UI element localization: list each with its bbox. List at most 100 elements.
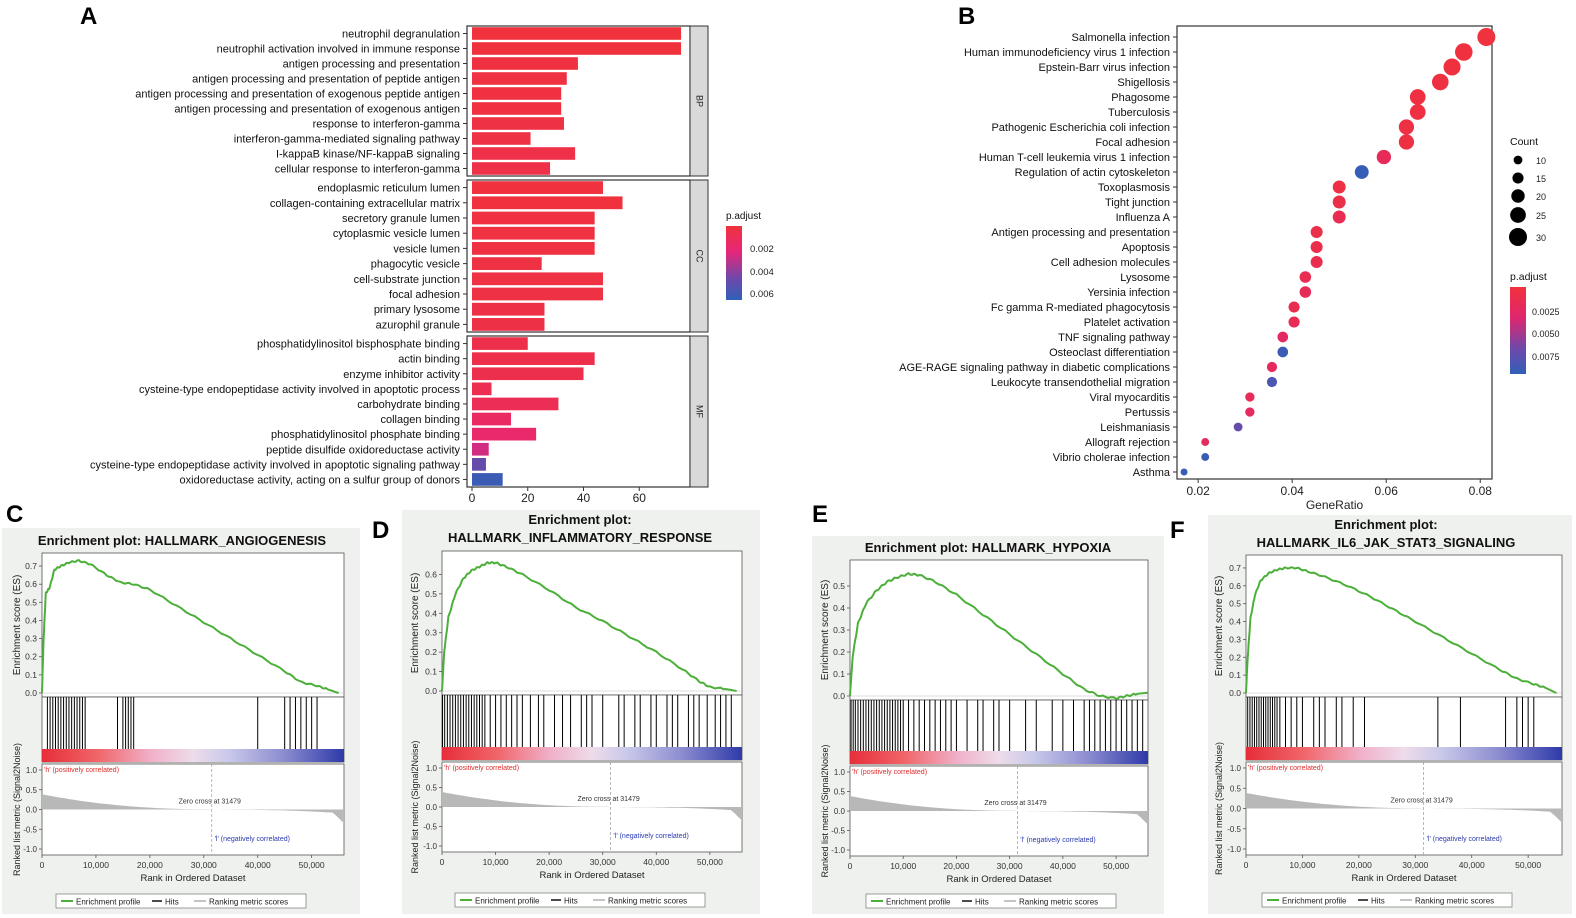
bar-label: cytoplasmic vesicle lumen: [333, 228, 460, 240]
bar-label: I-kappaB kinase/NF-kappaB signaling: [276, 149, 460, 161]
metric-y-axis-title: Ranked list metric (Signal2Noise): [12, 743, 22, 876]
bar: [472, 57, 578, 70]
dot: [1409, 104, 1426, 120]
metric-y-tick-label: -1.0: [423, 842, 437, 851]
bar-label: antigen processing and presentation of p…: [192, 74, 460, 86]
negative-correlated-label: 'l' (negatively correlated): [1427, 836, 1502, 843]
rank-color-bar: [1246, 747, 1562, 760]
term-label: Asthma: [1133, 467, 1171, 479]
positive-correlated-label: 'h' (positively correlated): [444, 765, 519, 772]
ranking-metric-area: [442, 792, 742, 821]
dot: [1409, 89, 1426, 105]
dot: [1332, 195, 1346, 209]
es-y-tick-label: 0.0: [1229, 688, 1241, 698]
bar: [472, 242, 595, 255]
ranking-metric-area: [1246, 792, 1562, 823]
bar-label: collagen-containing extracellular matrix: [270, 198, 461, 210]
metric-y-axis-title: Ranked list metric (Signal2Noise): [1214, 742, 1224, 875]
es-y-tick-label: 0.6: [1229, 581, 1241, 591]
panel-a-go-barplot: BP neutrophil degranulation neutrophil act…: [90, 25, 774, 505]
term-label: Human immunodeficiency virus 1 infection: [964, 47, 1170, 59]
dot: [1245, 407, 1255, 417]
plot-title: HALLMARK_IL6_JAK_STAT3_SIGNALING: [1257, 535, 1516, 550]
x-tick-label: 0.04: [1281, 484, 1305, 498]
plot-title: Enrichment plot:: [1334, 517, 1437, 532]
metric-y-tick-label: 0.5: [1230, 784, 1242, 793]
metric-y-tick-label: -1.0: [1227, 845, 1241, 854]
negative-correlated-label: 'l' (negatively correlated): [215, 836, 290, 843]
es-y-tick-label: 0.0: [25, 688, 37, 698]
x-tick-label: 30,000: [590, 857, 616, 867]
x-tick-label: 50,000: [1515, 860, 1541, 870]
x-axis-title: GeneRatio: [1306, 498, 1364, 512]
positive-correlated-label: 'h' (positively correlated): [852, 769, 927, 776]
term-label: Yersinia infection: [1087, 287, 1170, 299]
bar-label: focal adhesion: [389, 289, 460, 301]
term-label: Epstein-Barr virus infection: [1039, 62, 1170, 74]
bar-label: antigen processing and presentation of e…: [135, 89, 460, 101]
es-y-tick-label: 0.4: [25, 615, 37, 625]
term-label: Shigellosis: [1117, 77, 1170, 89]
legend-tick-label: 0.004: [750, 267, 774, 278]
dot: [1266, 376, 1278, 388]
zero-cross-label: Zero cross at 31479: [984, 800, 1046, 807]
facet-strip-mf: [689, 335, 709, 488]
es-plot-area: [1245, 554, 1563, 698]
term-label: Tuberculosis: [1108, 107, 1170, 119]
x-tick-label: 0.02: [1186, 484, 1210, 498]
x-axis-title: Rank in Ordered Dataset: [140, 873, 245, 884]
x-tick-label: 40: [577, 491, 591, 505]
color-legend-tick-label: 0.0075: [1532, 352, 1560, 362]
plot-title: HALLMARK_INFLAMMATORY_RESPONSE: [448, 530, 712, 545]
x-tick-label: 0.08: [1469, 484, 1493, 498]
bar: [472, 211, 595, 225]
metric-y-axis-title: Ranked list metric (Signal2Noise): [820, 744, 830, 877]
es-y-tick-label: 0.4: [1229, 617, 1241, 627]
term-label: Leishmaniasis: [1100, 422, 1170, 434]
bar: [472, 181, 604, 194]
size-legend-dot: [1510, 207, 1526, 223]
size-legend-dot: [1513, 155, 1523, 165]
dot: [1332, 180, 1346, 194]
panel-letter-c: C: [6, 501, 23, 528]
es-y-tick-label: 0.3: [833, 625, 845, 635]
metric-y-tick-label: 1.0: [426, 764, 438, 773]
bar-label: collagen binding: [380, 414, 460, 426]
es-y-tick-label: 0.2: [1229, 652, 1241, 662]
size-legend-label: 25: [1536, 211, 1546, 221]
panel-d-gsea-inflammatory: Enrichment plot: HALLMARK_INFLAMMATORY_RE…: [402, 510, 760, 914]
panel-letters: A B C D E F: [6, 3, 1185, 544]
ranking-metric-area: [850, 796, 1148, 825]
term-label: Focal adhesion: [1095, 137, 1170, 149]
x-tick-label: 50,000: [1103, 861, 1129, 871]
bar-label: neutrophil activation involved in immune…: [217, 44, 460, 56]
term-label: Human T-cell leukemia virus 1 infection: [979, 152, 1170, 164]
dot: [1477, 28, 1496, 46]
term-label: TNF signaling pathway: [1058, 332, 1170, 344]
es-y-tick-label: 0.5: [833, 581, 845, 591]
es-y-tick-label: 0.3: [425, 628, 437, 638]
zero-cross-label: Zero cross at 31479: [1390, 798, 1452, 805]
plot-frame: [1176, 25, 1493, 480]
bar-label: oxidoreductase activity, acting on a sul…: [180, 474, 461, 486]
x-axis-title: Rank in Ordered Dataset: [539, 870, 644, 881]
bar: [472, 302, 545, 316]
legend-label-metric: Ranking metric scores: [608, 897, 687, 906]
legend-tick-label: 0.006: [750, 289, 774, 300]
bar: [472, 318, 545, 331]
metric-y-tick-label: 0.5: [426, 784, 438, 793]
x-tick-label: 20,000: [137, 860, 163, 870]
bar-label: cellular response to interferon-gamma: [275, 164, 461, 176]
term-label: Influenza A: [1116, 212, 1171, 224]
color-legend-tick-label: 0.0050: [1532, 329, 1560, 339]
negative-correlated-label: 'l' (negatively correlated): [1020, 837, 1095, 844]
metric-y-tick-label: -0.5: [423, 823, 437, 832]
x-tick-label: 0: [440, 857, 445, 867]
dot: [1277, 346, 1289, 358]
x-tick-label: 10,000: [483, 857, 509, 867]
term-label: AGE-RAGE signaling pathway in diabetic c…: [899, 362, 1170, 374]
dot: [1332, 210, 1346, 224]
x-tick-label: 20: [521, 491, 535, 505]
x-tick-label: 20,000: [536, 857, 562, 867]
